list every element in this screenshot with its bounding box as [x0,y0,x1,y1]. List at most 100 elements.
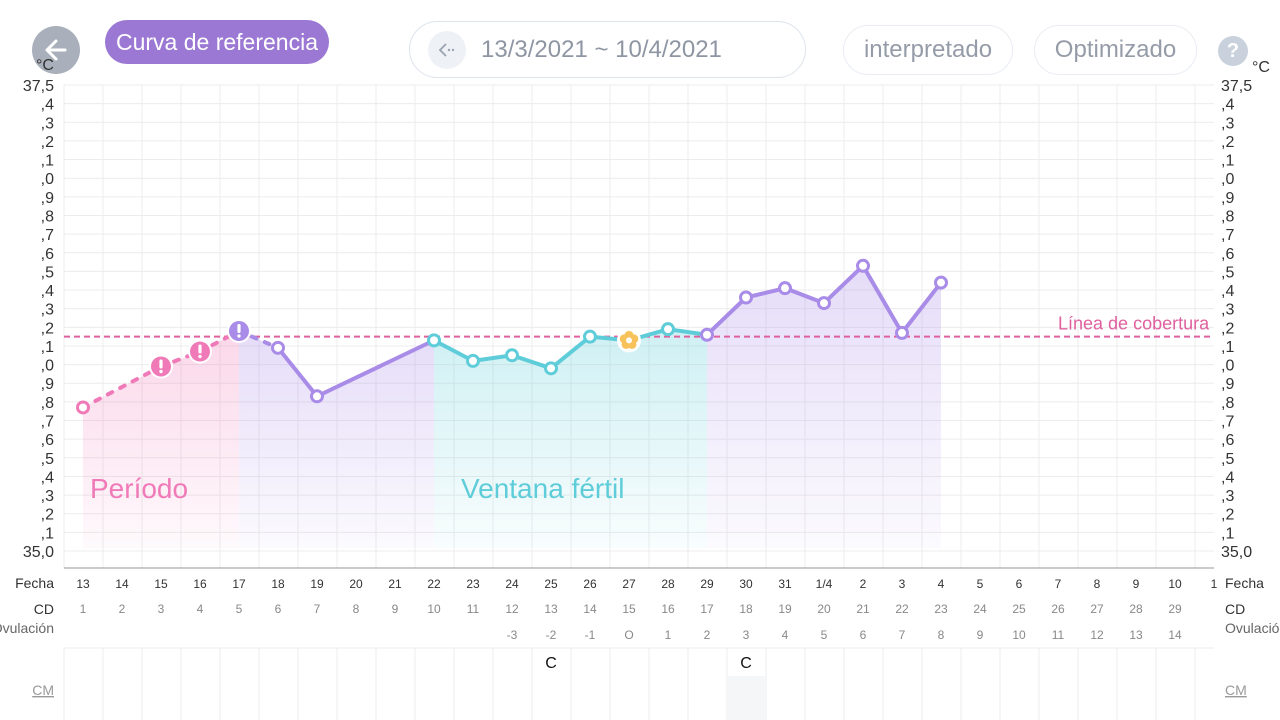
warning-point-icon [149,354,173,379]
y-tick-label-right: ,0 [1221,358,1234,375]
help-icon[interactable]: ? [1218,36,1248,66]
row-label-date: Fecha [15,575,54,591]
back-button[interactable] [32,26,80,74]
dot [237,334,241,338]
temperature-line-segment [900,280,943,335]
date-label: 26 [583,577,597,591]
ovulation-day-label: 10 [1012,628,1026,642]
cm-highlight-cell [728,676,766,720]
y-tick-label-left: ,4 [41,469,54,486]
y-tick-label-left: ,6 [41,246,54,263]
date-label: 24 [505,577,519,591]
y-tick-label-right: ,1 [1221,525,1234,542]
cycle-day-label: 6 [275,602,282,616]
cycle-day-label: 2 [119,602,126,616]
cycle-day-label: 27 [1090,602,1104,616]
y-tick-label-right: ,5 [1221,451,1234,468]
y-tick-label-right: ,2 [1221,320,1234,337]
y-tick-label-right: ,4 [1221,97,1234,114]
date-label: 8 [1094,577,1101,591]
cycle-day-label: 22 [895,602,909,616]
date-label: 15 [154,577,168,591]
y-tick-label-right: ,6 [1221,432,1234,449]
row-label-cm: CM [32,682,54,698]
temperature-line-segment [276,345,319,399]
temperature-point [466,353,480,368]
date-label: 13 [76,577,90,591]
date-label: 5 [977,577,984,591]
temperature-point [427,333,441,348]
date-label: 30 [739,577,753,591]
y-tick-label-right: ,2 [1221,134,1234,151]
temperature-line-segment [705,295,748,337]
temperature-point [661,322,675,337]
cycle-day-label: 13 [544,602,558,616]
y-tick-label-left: ,0 [41,171,54,188]
row-label-cd-right: CD [1225,601,1245,617]
temperature-point [544,361,558,376]
interpreted-button[interactable]: interpretado [843,25,1013,75]
temperature-line-segment [432,338,475,363]
y-tick-label-left: ,9 [41,190,54,207]
y-tick-label-right: ,3 [1221,302,1234,319]
ovulation-day-label: 3 [743,628,750,642]
ovulation-day-label: 8 [938,628,945,642]
y-tick-label-right: 37,5 [1221,78,1252,95]
date-label: 20 [349,577,363,591]
date-label: 2 [860,577,867,591]
region-fill [239,331,434,548]
y-tick-label-left: ,4 [41,283,54,300]
row-label-date-right: Fecha [1225,575,1264,591]
date-label: 28 [661,577,675,591]
temperature-point [778,281,792,296]
temperature-point [895,325,909,340]
y-tick-label-right: ,8 [1221,208,1234,225]
cycle-day-label: 8 [353,602,360,616]
mark [198,344,202,354]
dot [198,354,202,359]
y-tick-label-left: ,3 [41,302,54,319]
date-range-selector[interactable]: 13/3/2021 ~ 10/4/2021 [409,21,806,78]
y-tick-label-left: ,6 [41,432,54,449]
cycle-day-label: 19 [778,602,792,616]
date-label: 9 [1133,577,1140,591]
row-label-cm-right: CM [1225,682,1247,698]
date-label: 3 [899,577,906,591]
y-tick-label-left: ,5 [41,264,54,281]
row-label-ovulation-right: Ovulación [1225,620,1280,636]
ovulation-day-label: -1 [585,628,596,642]
cycle-day-label: 14 [583,602,597,616]
temperature-line-segment [861,263,904,335]
cycle-day-label: 16 [661,602,675,616]
cycle-day-label: 4 [197,602,204,616]
cycle-day-label: 24 [973,602,987,616]
y-tick-label-left: ,1 [41,339,54,356]
mark [159,359,163,369]
row-label-ovulation: Ovulación [0,620,54,636]
date-label: 16 [193,577,207,591]
cycle-day-label: 17 [700,602,714,616]
mark [237,324,241,334]
arrow-left-icon [45,39,67,61]
y-tick-label-right: ,1 [1221,153,1234,170]
y-tick-label-left: ,4 [41,97,54,114]
y-tick-label-right: ,5 [1221,264,1234,281]
range-arrows-icon [428,31,466,69]
ovulation-day-label: 6 [860,628,867,642]
date-label: 10 [1168,577,1182,591]
temperature-point [583,329,597,344]
warning-point-icon [188,339,212,364]
ovulation-day-label: -2 [546,628,557,642]
y-tick-label-left: ,2 [41,320,54,337]
cycle-day-label: 11 [467,602,480,616]
y-tick-label-left: ,2 [41,507,54,524]
cycle-day-label: 9 [392,602,399,616]
coverline-label: Línea de cobertura [1058,314,1210,334]
reference-curve-button[interactable]: Curva de referencia [105,20,329,64]
optimized-button[interactable]: Optimizado [1034,25,1197,75]
cycle-day-label: 21 [856,602,870,616]
region-label-period: Período [90,473,188,504]
ovulation-day-label: 1 [665,628,672,642]
y-tick-label-right: ,9 [1221,190,1234,207]
